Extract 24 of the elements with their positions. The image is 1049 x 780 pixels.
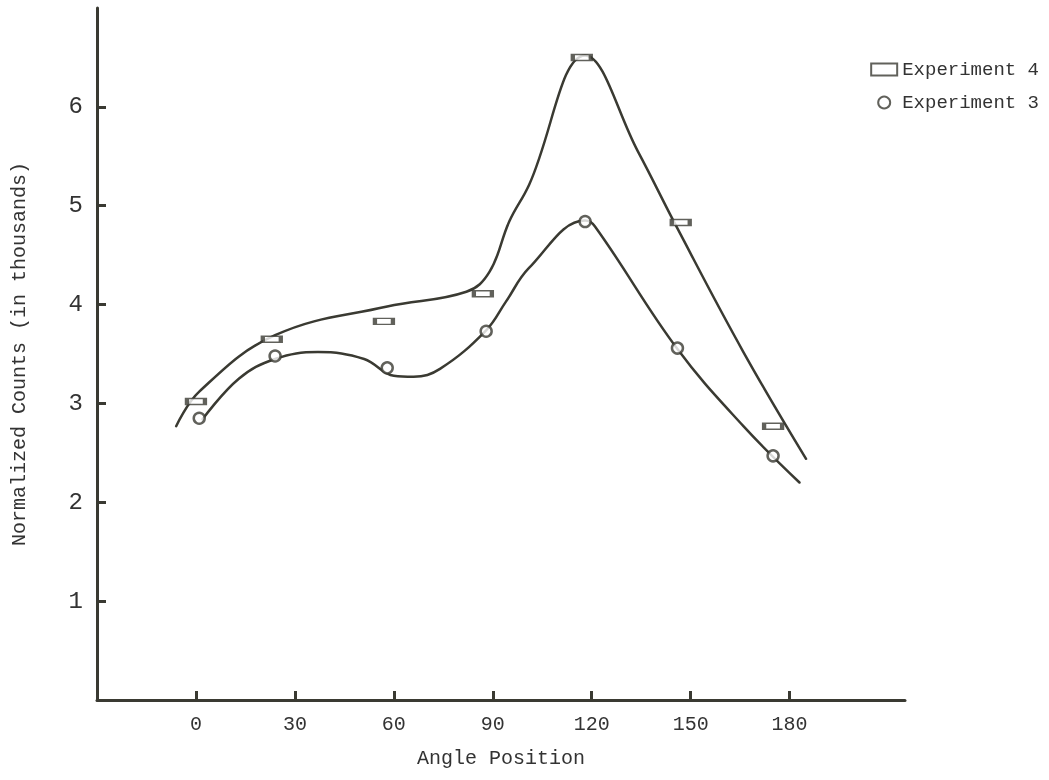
x-tick-label: 180 bbox=[771, 712, 808, 736]
y-tick-label: 1 bbox=[68, 587, 83, 615]
point bbox=[380, 361, 394, 375]
point bbox=[268, 349, 282, 363]
legend-label: Experiment 4 bbox=[902, 58, 1040, 81]
point bbox=[578, 214, 592, 229]
y-tick-label: 5 bbox=[68, 192, 83, 220]
y-tick-label: 3 bbox=[68, 389, 83, 417]
point bbox=[479, 324, 493, 339]
y-tick-label: 6 bbox=[68, 93, 83, 121]
y-tick-label: 2 bbox=[68, 488, 83, 516]
point bbox=[192, 411, 206, 425]
x-tick-label: 150 bbox=[672, 712, 709, 736]
x-axis-title: Angle Position bbox=[416, 746, 586, 770]
x-tick-label: 120 bbox=[573, 712, 610, 736]
point bbox=[766, 449, 780, 463]
x-tick-label: 30 bbox=[282, 712, 307, 736]
y-axis-title: Normalized Counts (in thousands) bbox=[7, 161, 31, 547]
y-tick-label: 4 bbox=[68, 291, 83, 319]
x-tick-label: 60 bbox=[381, 712, 406, 736]
x-tick-label: 90 bbox=[480, 712, 505, 736]
x-tick-label: 0 bbox=[189, 712, 202, 736]
point bbox=[670, 341, 685, 355]
legend-label: Experiment 3 bbox=[902, 91, 1040, 114]
